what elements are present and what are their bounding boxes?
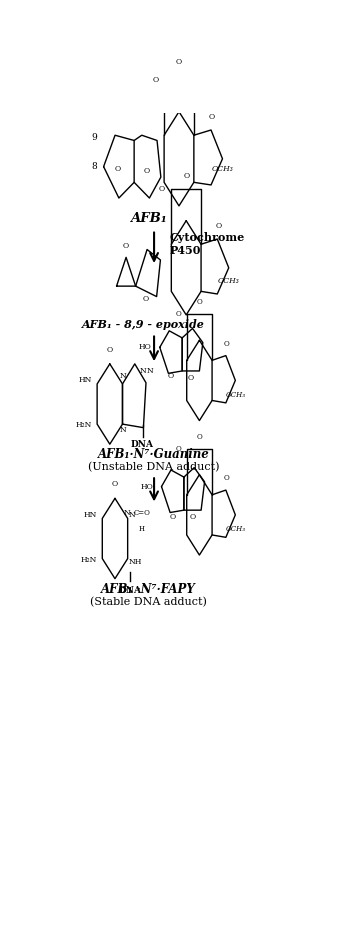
Text: OCH₃: OCH₃	[211, 165, 233, 174]
Text: O: O	[209, 113, 215, 121]
Text: HO: HO	[139, 344, 151, 351]
Text: O: O	[188, 374, 194, 382]
Text: AFB₁·N⁷·Guanine: AFB₁·N⁷·Guanine	[98, 448, 210, 462]
Text: HO: HO	[140, 482, 153, 491]
Text: O: O	[153, 76, 159, 84]
Text: HN: HN	[78, 377, 92, 384]
Text: HN: HN	[83, 511, 97, 519]
Text: O: O	[183, 172, 189, 180]
Text: O: O	[123, 242, 129, 250]
Text: H₂N: H₂N	[75, 421, 92, 430]
Text: H: H	[139, 525, 145, 533]
Text: O: O	[189, 514, 196, 521]
Text: H₂N: H₂N	[80, 556, 97, 564]
Text: C=O: C=O	[133, 509, 150, 516]
Text: N: N	[120, 426, 126, 434]
Text: O: O	[107, 346, 113, 354]
Text: OCH₃: OCH₃	[226, 391, 246, 398]
Text: Cytochrome
P450: Cytochrome P450	[170, 232, 245, 256]
Text: O: O	[176, 311, 182, 318]
Text: O: O	[144, 167, 149, 175]
Text: N: N	[139, 367, 146, 375]
Text: AFB₁ - 8,9 - epoxide: AFB₁ - 8,9 - epoxide	[82, 318, 205, 329]
Text: (Unstable DNA adduct): (Unstable DNA adduct)	[88, 463, 220, 472]
Text: O: O	[159, 185, 165, 194]
Text: O: O	[215, 222, 221, 230]
Text: N: N	[129, 511, 135, 519]
Text: O: O	[224, 474, 229, 482]
Text: AFB₁ ·N⁷·FAPY: AFB₁ ·N⁷·FAPY	[101, 582, 196, 596]
Text: NH: NH	[128, 558, 142, 566]
Text: O: O	[168, 372, 174, 379]
Text: 9: 9	[91, 133, 97, 143]
Text: 8: 8	[91, 162, 97, 171]
Text: OCH₃: OCH₃	[218, 277, 239, 285]
Text: O: O	[112, 480, 118, 488]
Text: O: O	[176, 445, 182, 453]
Text: DNA: DNA	[118, 586, 141, 595]
Text: AFB₁: AFB₁	[130, 212, 167, 226]
Text: DNA: DNA	[131, 440, 154, 448]
Text: O: O	[143, 295, 149, 303]
Text: N: N	[124, 509, 131, 516]
Text: O: O	[170, 514, 176, 521]
Text: N: N	[147, 367, 154, 375]
Text: OCH₃: OCH₃	[226, 525, 246, 533]
Text: N: N	[120, 372, 126, 379]
Text: O: O	[197, 433, 202, 441]
Text: O: O	[115, 165, 121, 174]
Text: O: O	[176, 58, 182, 66]
Text: (Stable DNA adduct): (Stable DNA adduct)	[90, 597, 207, 607]
Text: O: O	[224, 340, 229, 347]
Text: O: O	[197, 298, 202, 307]
